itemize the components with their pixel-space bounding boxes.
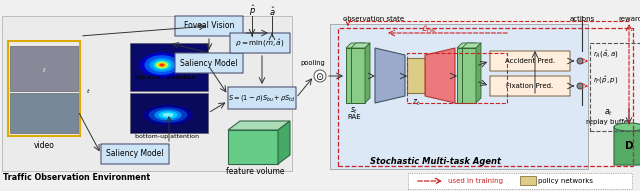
Text: used in training: used in training xyxy=(448,178,503,184)
Polygon shape xyxy=(375,48,405,103)
Text: $s_t$: $s_t$ xyxy=(350,106,358,117)
FancyBboxPatch shape xyxy=(175,16,243,36)
Polygon shape xyxy=(471,43,476,103)
Polygon shape xyxy=(346,43,365,48)
Bar xyxy=(407,58,425,93)
Text: feature volume: feature volume xyxy=(226,167,284,176)
Ellipse shape xyxy=(160,64,164,66)
Bar xyxy=(330,24,588,169)
Bar xyxy=(130,93,208,133)
Bar xyxy=(130,43,208,91)
Text: observation state: observation state xyxy=(343,16,404,22)
Ellipse shape xyxy=(158,111,178,119)
Text: replay buffer: replay buffer xyxy=(586,119,630,125)
Text: t: t xyxy=(43,69,45,74)
Text: $r_A(\hat{a},a)$: $r_A(\hat{a},a)$ xyxy=(593,48,618,60)
Polygon shape xyxy=(278,121,290,164)
FancyBboxPatch shape xyxy=(175,53,243,73)
Text: pooling: pooling xyxy=(301,60,325,66)
Text: actions: actions xyxy=(570,16,595,22)
Bar xyxy=(351,48,365,103)
Text: $\odot$: $\odot$ xyxy=(316,70,324,82)
Ellipse shape xyxy=(148,107,188,123)
Ellipse shape xyxy=(143,105,193,125)
Polygon shape xyxy=(476,43,481,103)
Bar xyxy=(457,48,471,103)
Text: $\mathcal{L}_{rec}$: $\mathcal{L}_{rec}$ xyxy=(422,23,438,35)
Text: Saliency Model: Saliency Model xyxy=(180,58,237,67)
FancyBboxPatch shape xyxy=(614,127,640,165)
Text: $a_t$: $a_t$ xyxy=(604,107,612,117)
Bar xyxy=(408,173,632,189)
Text: top-down attention: top-down attention xyxy=(135,75,195,80)
Text: $\hat{p}$: $\hat{p}$ xyxy=(248,3,255,18)
Polygon shape xyxy=(228,121,290,130)
Ellipse shape xyxy=(145,55,179,75)
Polygon shape xyxy=(462,43,481,48)
Bar xyxy=(10,46,78,91)
Polygon shape xyxy=(425,48,455,103)
Text: Stochastic Multi-task Agent: Stochastic Multi-task Agent xyxy=(370,157,501,166)
Text: video: video xyxy=(33,141,54,150)
Circle shape xyxy=(314,70,326,82)
Text: Fixation Pred.: Fixation Pred. xyxy=(506,83,554,89)
Bar xyxy=(228,130,278,164)
FancyBboxPatch shape xyxy=(230,33,290,53)
Text: RAE: RAE xyxy=(347,114,361,120)
Text: $z_t$: $z_t$ xyxy=(412,98,420,108)
Bar xyxy=(338,28,633,166)
Bar xyxy=(8,41,80,136)
Ellipse shape xyxy=(158,63,166,67)
Text: Saliency Model: Saliency Model xyxy=(106,150,164,159)
Text: t: t xyxy=(87,89,89,94)
Text: reward: reward xyxy=(618,16,640,22)
Bar xyxy=(2,16,292,171)
Polygon shape xyxy=(351,43,370,48)
Bar xyxy=(462,48,476,103)
Bar xyxy=(10,93,78,133)
Ellipse shape xyxy=(153,60,171,70)
FancyBboxPatch shape xyxy=(101,144,169,164)
Text: $\rho = \min(m, \hat{a})$: $\rho = \min(m, \hat{a})$ xyxy=(236,37,285,49)
Bar xyxy=(590,43,640,131)
Text: Foveal Vision: Foveal Vision xyxy=(184,22,234,31)
FancyBboxPatch shape xyxy=(490,51,570,71)
Text: $S=(1-\rho)S_{bu}+\rho S_{td}$: $S=(1-\rho)S_{bu}+\rho S_{td}$ xyxy=(228,93,296,103)
Ellipse shape xyxy=(156,62,168,69)
FancyBboxPatch shape xyxy=(228,87,296,109)
Text: Traffic Observation Environment: Traffic Observation Environment xyxy=(3,173,150,182)
Bar xyxy=(520,176,536,185)
Text: Accident Pred.: Accident Pred. xyxy=(505,58,555,64)
Text: policy networks: policy networks xyxy=(538,178,593,184)
Ellipse shape xyxy=(163,113,173,117)
Circle shape xyxy=(577,83,583,89)
Ellipse shape xyxy=(154,109,182,121)
Bar xyxy=(407,53,507,103)
Text: $r_F(\hat{p},p)$: $r_F(\hat{p},p)$ xyxy=(593,74,618,86)
Bar xyxy=(346,48,360,103)
Polygon shape xyxy=(360,43,365,103)
Circle shape xyxy=(577,58,583,64)
Text: $\hat{a}$: $\hat{a}$ xyxy=(269,6,275,18)
Text: D: D xyxy=(625,141,634,151)
Ellipse shape xyxy=(614,123,640,131)
Ellipse shape xyxy=(140,52,184,78)
Text: bottom-up attention: bottom-up attention xyxy=(135,134,199,139)
Ellipse shape xyxy=(150,58,175,72)
Polygon shape xyxy=(365,43,370,103)
Polygon shape xyxy=(457,43,476,48)
FancyBboxPatch shape xyxy=(490,76,570,96)
